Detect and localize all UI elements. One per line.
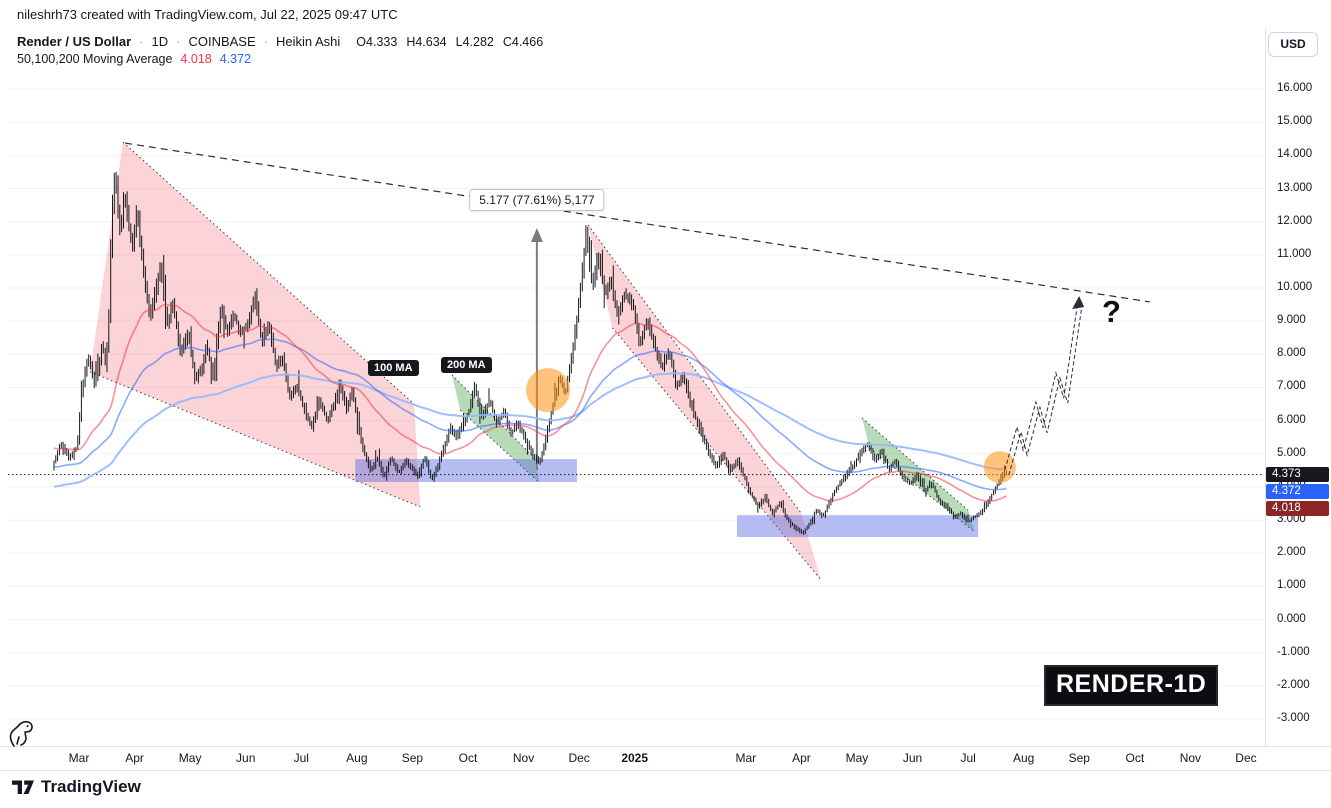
ma50-price-label: 4.018 <box>1266 501 1329 516</box>
separator-dot: · <box>139 34 144 49</box>
chart-legend: Render / US Dollar · 1D · COINBASE · Hei… <box>17 34 543 69</box>
chart-type-label[interactable]: Heikin Ashi <box>275 34 341 49</box>
symbol-title[interactable]: Render / US Dollar <box>17 34 132 49</box>
ma50-value: 4.018 <box>180 52 212 66</box>
separator-dot: · <box>263 34 268 49</box>
price-range-measure-label: 5.177 (77.61%) 5,177 <box>469 189 605 211</box>
ma100-value: 4.372 <box>219 52 252 66</box>
currency-toggle-button[interactable]: USD <box>1268 32 1318 57</box>
tradingview-logo[interactable]: TradingView <box>12 777 141 797</box>
separator-dot: · <box>176 34 181 49</box>
dino-icon <box>9 720 33 747</box>
tradingview-brand-text: TradingView <box>41 777 141 796</box>
ohlc-close: C4.466 <box>502 35 544 49</box>
attribution-text: nileshrh73 created with TradingView.com,… <box>17 7 398 22</box>
price-axis-separator <box>1265 28 1266 746</box>
question-mark-annotation: ? <box>1102 294 1121 329</box>
tradingview-logo-icon <box>12 780 34 794</box>
interval-label[interactable]: 1D <box>151 34 169 49</box>
ohlc-high: H4.634 <box>406 35 447 49</box>
symbol-legend-row: Render / US Dollar · 1D · COINBASE · Hei… <box>17 34 543 51</box>
chart-watermark: RENDER-1D <box>1044 665 1219 706</box>
indicator-legend-row: 50,100,200 Moving Average 4.018 4.372 <box>17 52 543 69</box>
indicator-label[interactable]: 50,100,200 Moving Average <box>17 52 173 66</box>
ma200-annotation-tag: 200 MA <box>441 357 492 373</box>
exchange-label[interactable]: COINBASE <box>188 34 256 49</box>
last-price-label: 4.373 <box>1266 467 1329 482</box>
ma100-price-label: 4.372 <box>1266 484 1329 499</box>
footer-separator <box>0 770 1331 771</box>
ohlc-open: O4.333 <box>356 35 398 49</box>
ma100-annotation-tag: 100 MA <box>368 360 419 376</box>
ohlc-low: L4.282 <box>455 35 494 49</box>
time-axis-separator <box>0 746 1331 747</box>
